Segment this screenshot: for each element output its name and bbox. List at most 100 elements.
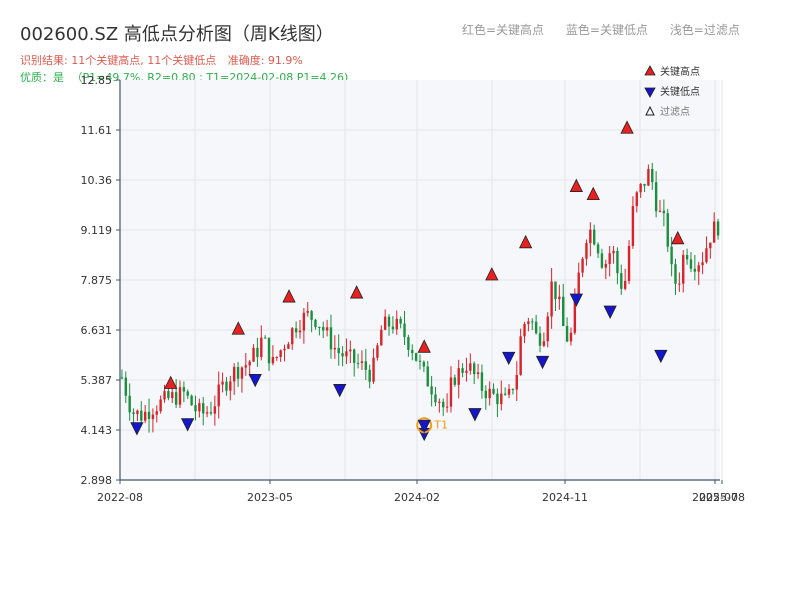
candle-body: [616, 250, 619, 274]
candle-body: [349, 349, 352, 352]
candle-body: [186, 391, 189, 396]
x-tick-label: 2024-02: [394, 491, 440, 504]
quality-text: 优质：是: [20, 71, 64, 84]
key-high-marker: [620, 120, 634, 134]
candle-body: [620, 273, 623, 289]
candle-body: [670, 246, 673, 265]
candle-body: [252, 347, 255, 362]
candle-body: [565, 325, 569, 342]
key-low-marker: [248, 373, 262, 388]
candle-body: [236, 366, 240, 379]
candle-body: [244, 365, 248, 368]
x-tick-label: 2025-07: [692, 491, 738, 504]
candle-body: [132, 412, 135, 415]
candle-body: [229, 381, 232, 391]
candle-body: [287, 344, 290, 349]
key-high-marker: [586, 186, 600, 200]
candle-body: [712, 221, 716, 243]
candle-body: [600, 253, 604, 268]
candle-body: [445, 406, 449, 408]
candle-body: [500, 393, 503, 405]
candle-body: [573, 296, 577, 333]
candle-body: [240, 367, 244, 379]
key-low-marker: [130, 422, 144, 436]
x-tick-label: 2024-11: [542, 491, 588, 504]
candle-body: [407, 337, 410, 350]
legend-label: 过滤点: [660, 105, 690, 118]
candle-body: [221, 381, 224, 385]
candle-body: [306, 311, 309, 313]
result-line: 识别结果: 11个关键高点, 11个关键低点 准确度: 91.9%: [20, 52, 311, 68]
key-low-marker: [333, 384, 347, 398]
key-high-marker: [164, 375, 178, 389]
candle-body: [639, 183, 642, 193]
candle-body: [534, 321, 538, 334]
candle-body: [124, 377, 128, 396]
candle-body: [190, 395, 193, 406]
y-tick-label: 10.36: [81, 174, 113, 187]
key-low-marker: [535, 355, 550, 370]
candle-body: [527, 321, 530, 325]
candle-body: [387, 316, 391, 327]
candle-body: [643, 183, 646, 186]
y-tick-label: 5.387: [81, 374, 113, 387]
candle-body: [380, 329, 383, 346]
candle-body: [232, 366, 236, 382]
candle-body: [531, 321, 534, 323]
candle-body: [143, 411, 147, 421]
candle-body: [631, 206, 635, 247]
candle-body: [592, 229, 596, 245]
key-high-marker: [349, 285, 364, 299]
candle-body: [356, 362, 360, 364]
candle-body: [554, 281, 557, 300]
candle-body: [519, 336, 522, 375]
candle-body: [333, 347, 337, 350]
candle-body: [399, 318, 402, 324]
candle-body: [140, 410, 143, 421]
legend-light-text: 浅色=过滤点: [669, 23, 740, 37]
candle-body: [608, 253, 611, 264]
y-tick-label: 7.875: [81, 274, 113, 287]
candle-body: [302, 312, 306, 331]
candle-body: [562, 296, 565, 326]
candle-body: [488, 388, 491, 399]
key-low-marker: [502, 351, 516, 366]
candle-body: [581, 258, 584, 273]
legend-filter-icon: [645, 105, 655, 116]
candle-body: [403, 323, 406, 338]
candle-body: [279, 350, 282, 357]
candle-body: [372, 357, 375, 382]
candle-body: [589, 229, 592, 244]
candle-body: [476, 372, 480, 375]
y-tick-label: 6.631: [81, 324, 113, 337]
candle-body: [275, 356, 278, 358]
candle-body: [496, 393, 499, 405]
candle-body: [151, 414, 155, 419]
candle-body: [213, 406, 217, 414]
key-high-marker: [231, 321, 245, 335]
candle-body: [647, 169, 650, 186]
chart-title: 002600.SZ 高低点分析图（周K线图）: [20, 24, 334, 45]
candle-body: [345, 351, 348, 357]
candle-body: [697, 265, 700, 272]
candle-body: [623, 280, 627, 289]
candle-body: [716, 221, 720, 236]
candle-body: [202, 403, 205, 414]
candle-body: [341, 353, 344, 357]
candle-body: [155, 411, 158, 415]
candle-body: [550, 281, 553, 317]
accuracy-text: 准确度: 91.9%: [227, 54, 303, 67]
candle-body: [171, 392, 174, 399]
y-tick-label: 4.143: [81, 424, 113, 437]
candle-body: [322, 326, 325, 331]
candle-body: [596, 244, 600, 254]
candle-body: [364, 361, 368, 370]
y-tick-label: 9.119: [81, 224, 113, 237]
candle-body: [689, 259, 693, 269]
candle-body: [418, 360, 422, 362]
legend-high-icon: [644, 65, 656, 76]
candle-body: [271, 357, 275, 364]
candle-body: [577, 272, 580, 297]
candle-body: [705, 248, 708, 263]
